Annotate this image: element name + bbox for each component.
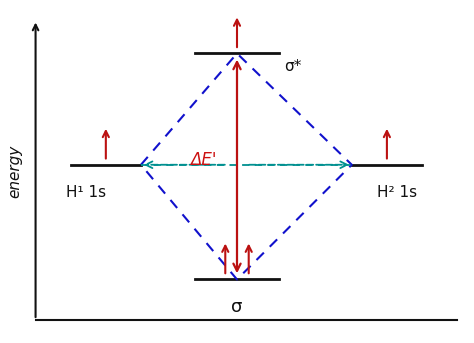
Text: H² 1s: H² 1s bbox=[377, 185, 417, 200]
Text: H¹ 1s: H¹ 1s bbox=[66, 185, 106, 200]
Text: σ: σ bbox=[231, 298, 243, 316]
Text: σ*: σ* bbox=[284, 59, 301, 74]
Text: ΔE': ΔE' bbox=[190, 151, 217, 169]
Text: energy: energy bbox=[7, 145, 22, 198]
